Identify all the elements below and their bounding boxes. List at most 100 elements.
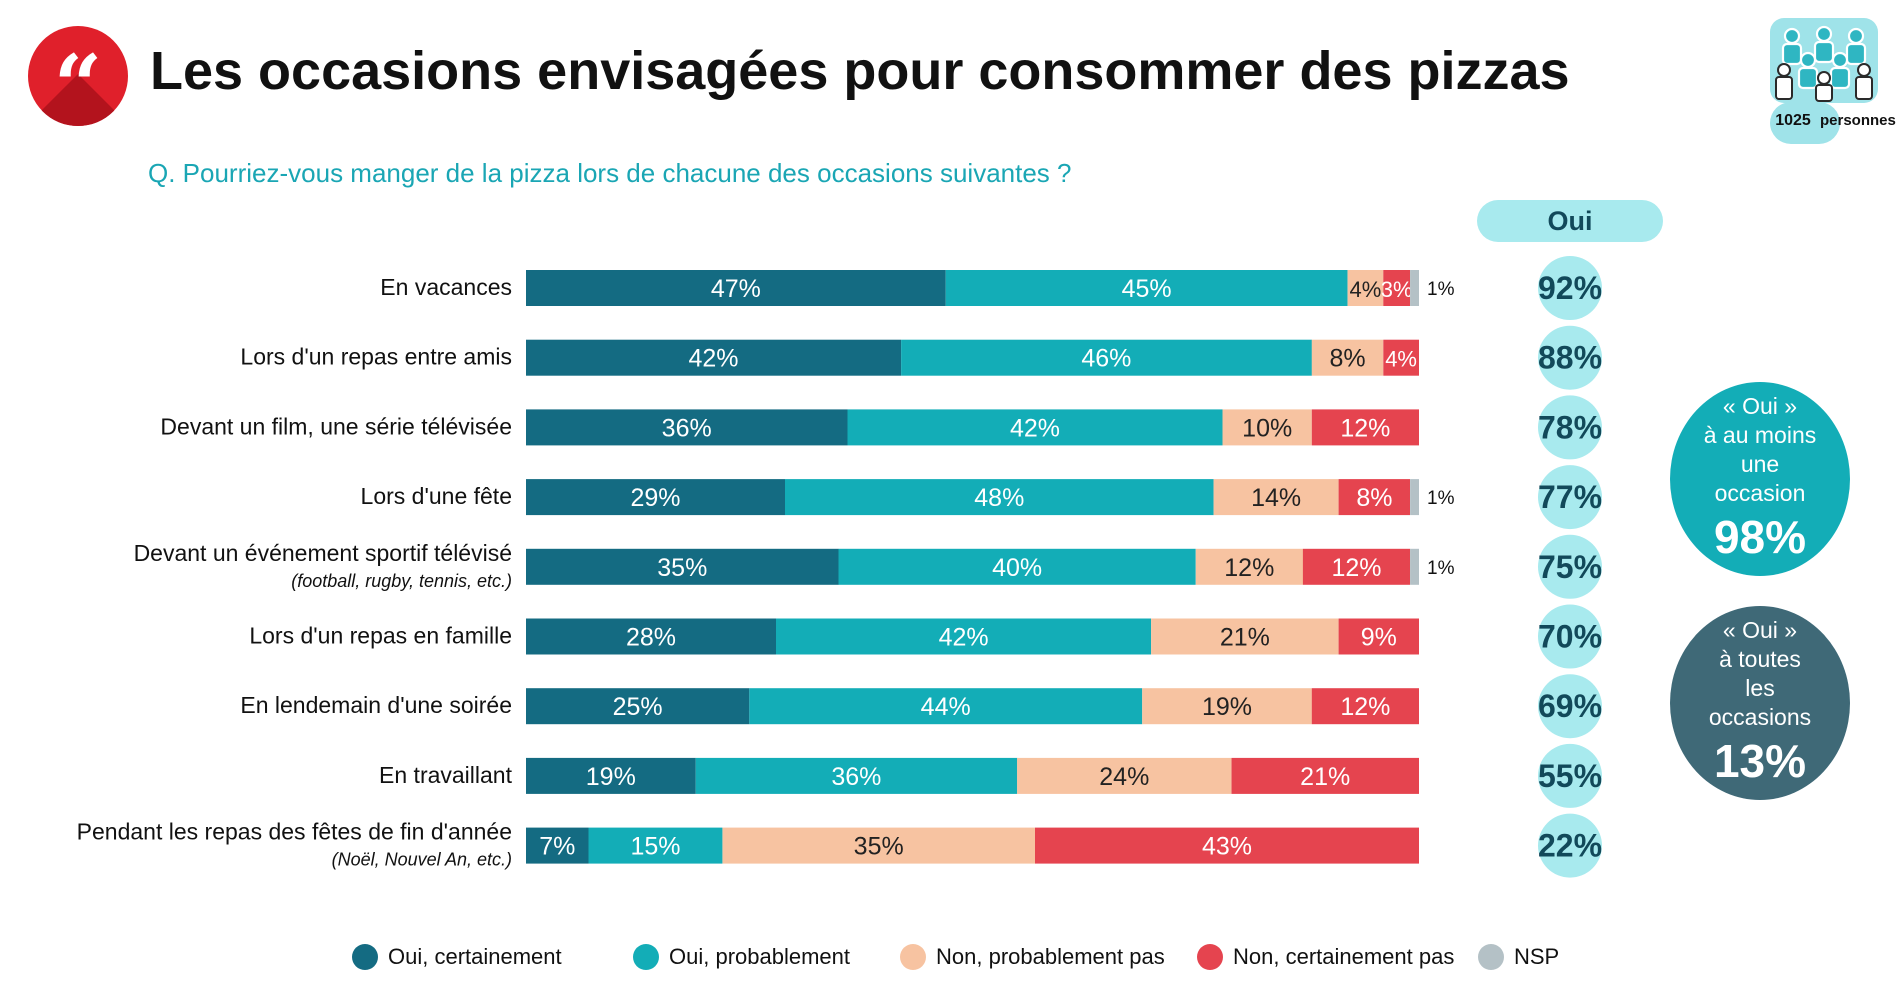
oui-total-value: 88% (1538, 340, 1602, 376)
legend-swatch (900, 944, 926, 970)
data-label: 1% (1427, 279, 1455, 300)
bar-segment (526, 757, 696, 794)
data-label: 19% (586, 763, 636, 791)
oui-total-value: 70% (1538, 619, 1602, 655)
data-label: 47% (711, 275, 761, 303)
data-label: 36% (662, 414, 712, 442)
data-label: 12% (1340, 414, 1390, 442)
data-label: 42% (1010, 414, 1060, 442)
oui-total-circle (1538, 743, 1602, 808)
bar-segment (526, 827, 589, 864)
summary-line: à au moins (1703, 422, 1817, 448)
bar-segment (722, 827, 1036, 864)
bar-segment (1311, 688, 1419, 725)
data-label: 4% (1350, 277, 1382, 302)
bar-segment (1311, 339, 1384, 376)
legend-item: NSP (1478, 940, 1559, 974)
legend-swatch (633, 944, 659, 970)
data-label: 45% (1122, 275, 1172, 303)
data-label: 21% (1300, 763, 1350, 791)
bar-segment (1142, 688, 1312, 725)
bar-segment (1383, 339, 1419, 376)
data-label: 35% (854, 833, 904, 861)
legend-label: Oui, certainement (388, 944, 562, 969)
summary-line: « Oui » (1722, 393, 1798, 419)
oui-total-circle (1538, 604, 1602, 669)
data-label: 1% (1427, 488, 1455, 509)
data-label: 48% (974, 484, 1024, 512)
oui-total-value: 75% (1538, 549, 1602, 585)
bar-segment (526, 339, 902, 376)
category-label: Pendant les repas des fêtes de fin d'ann… (77, 819, 512, 845)
oui-total-circle (1538, 534, 1602, 599)
data-label: 24% (1099, 763, 1149, 791)
bar-segment (526, 479, 785, 516)
bar-segment (695, 757, 1018, 794)
page-title: Les occasions envisagées pour consommer … (150, 41, 1570, 101)
data-label: 9% (1361, 624, 1397, 652)
bar-segment (838, 548, 1196, 585)
bar-segment (1338, 479, 1410, 516)
legend-swatch (352, 944, 378, 970)
oui-total-value: 78% (1538, 409, 1602, 445)
oui-total-circle (1538, 674, 1602, 739)
data-label: 21% (1220, 624, 1270, 652)
data-label: 42% (688, 345, 738, 373)
data-label: 19% (1202, 693, 1252, 721)
category-sublabel: (football, rugby, tennis, etc.) (291, 571, 512, 591)
people-group-icon (1770, 18, 1878, 103)
legend-item: Oui, certainement (352, 940, 562, 974)
bar-segment (1347, 270, 1384, 306)
quote-logo: “ (28, 26, 128, 126)
data-label: 15% (630, 833, 680, 861)
legend-swatch (1478, 944, 1504, 970)
oui-total-circle (1538, 813, 1602, 878)
category-label: En vacances (380, 274, 512, 300)
bar-segment (1222, 409, 1312, 446)
bar-segment (1410, 479, 1419, 516)
data-label: 12% (1224, 554, 1274, 582)
data-label: 8% (1330, 345, 1366, 373)
bar-segment (945, 270, 1348, 306)
oui-total-circle (1538, 256, 1602, 320)
survey-question: Q. Pourriez-vous manger de la pizza lors… (148, 158, 1072, 188)
bar-segment (1410, 548, 1419, 585)
data-label: 8% (1356, 484, 1392, 512)
bar-segment (901, 339, 1312, 376)
chart-legend: Oui, certainement Oui, probablement Non,… (0, 940, 1904, 974)
summary-line: les (1745, 675, 1775, 701)
legend-item: Non, certainement pas (1197, 940, 1454, 974)
data-label: 14% (1251, 484, 1301, 512)
category-sublabel: (Noël, Nouvel An, etc.) (332, 850, 512, 870)
bar-segment (749, 688, 1143, 725)
bar-segment (1017, 757, 1232, 794)
data-label: 25% (613, 693, 663, 721)
data-label: 42% (939, 624, 989, 652)
data-label: 1% (1427, 558, 1455, 579)
data-label: 40% (992, 554, 1042, 582)
oui-total-value: 69% (1538, 688, 1602, 724)
summary-all: « Oui » à toutes les occasions 13% (1670, 606, 1850, 800)
bar-segment (776, 618, 1152, 655)
data-label: 29% (630, 484, 680, 512)
bar-segment (1338, 618, 1419, 655)
legend-label: Non, probablement pas (936, 944, 1165, 969)
data-label: 36% (831, 763, 881, 791)
bar-segment (1213, 479, 1339, 516)
bar-segment (1035, 827, 1419, 864)
legend-item: Oui, probablement (633, 940, 850, 974)
oui-total-value: 92% (1538, 270, 1602, 306)
category-label: En lendemain d'une soirée (240, 692, 512, 718)
category-label: Lors d'un repas en famille (249, 623, 512, 649)
summary-at-least-one: « Oui » à au moins une occasion 98% (1670, 382, 1850, 576)
category-label: Lors d'une fête (361, 483, 512, 509)
legend-item: Non, probablement pas (900, 940, 1165, 974)
summary-line: occasions (1708, 704, 1812, 730)
data-label: 43% (1202, 833, 1252, 861)
data-label: 35% (657, 554, 707, 582)
legend-label: Oui, probablement (669, 944, 850, 969)
quote-icon: “ (53, 36, 103, 126)
oui-total-circle (1538, 395, 1602, 460)
oui-total-circle (1538, 465, 1602, 530)
